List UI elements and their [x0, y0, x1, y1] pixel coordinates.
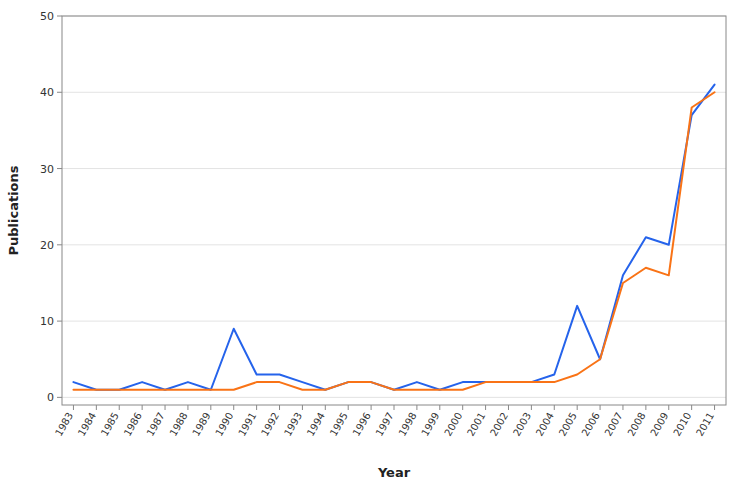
x-tick: [714, 405, 715, 410]
x-tick: [73, 405, 74, 410]
plot-background: [62, 16, 726, 405]
x-tick: [325, 405, 326, 410]
x-tick: [279, 405, 280, 410]
y-axis-label: Publications: [6, 165, 21, 255]
x-tick-label: 1993: [282, 411, 304, 439]
y-grid-line: [62, 397, 726, 398]
x-tick: [394, 405, 395, 410]
y-tick: [57, 321, 62, 322]
x-tick: [302, 405, 303, 410]
x-tick-label: 2001: [465, 411, 487, 439]
x-tick: [577, 405, 578, 410]
x-tick: [142, 405, 143, 410]
x-tick-label: 1994: [305, 411, 327, 439]
x-tick-label: 2006: [580, 411, 602, 439]
x-tick-label: 1998: [396, 411, 418, 439]
lines: [73, 85, 714, 390]
x-tick-label: 2008: [625, 411, 647, 439]
y-grid-line: [62, 321, 726, 322]
x-tick-label: 2011: [694, 411, 716, 439]
x-tick-label: 1990: [213, 411, 235, 439]
y-tick-label: 30: [40, 163, 54, 176]
series-line: [73, 92, 714, 389]
y-grid: [62, 16, 726, 397]
x-tick: [645, 405, 646, 410]
y-tick: [57, 397, 62, 398]
x-tick: [187, 405, 188, 410]
y-tick: [57, 16, 62, 17]
x-tick-label: 2007: [602, 411, 624, 439]
y-tick-label: 10: [40, 315, 54, 328]
x-tick: [96, 405, 97, 410]
x-tick: [416, 405, 417, 410]
x-tick: [256, 405, 257, 410]
x-tick-label: 2000: [442, 411, 464, 439]
x-tick-label: 2002: [488, 411, 510, 439]
x-tick-label: 1995: [328, 411, 350, 439]
x-tick-label: 1992: [259, 411, 281, 439]
x-tick-label: 1985: [99, 411, 121, 439]
x-tick: [348, 405, 349, 410]
x-tick-label: 1989: [190, 411, 212, 439]
x-tick: [165, 405, 166, 410]
y-tick-label: 40: [40, 86, 54, 99]
x-tick-label: 2009: [648, 411, 670, 439]
plot-frame: [62, 16, 726, 405]
x-tick-label: 1986: [122, 411, 144, 439]
series-line: [73, 85, 714, 390]
x-tick: [371, 405, 372, 410]
x-tick: [439, 405, 440, 410]
x-tick-label: 1987: [145, 411, 167, 439]
x-tick-label: 1988: [167, 411, 189, 439]
x-tick: [119, 405, 120, 410]
y-grid-line: [62, 168, 726, 169]
x-tick: [508, 405, 509, 410]
x-tick-label: 1996: [351, 411, 373, 439]
x-tick: [531, 405, 532, 410]
x-tick-label: 1983: [53, 411, 75, 439]
x-tick-label: 2004: [534, 411, 556, 439]
x-tick: [691, 405, 692, 410]
y-grid-line: [62, 92, 726, 93]
x-tick: [485, 405, 486, 410]
x-tick: [600, 405, 601, 410]
y-tick-label: 50: [40, 10, 54, 23]
x-tick: [668, 405, 669, 410]
x-tick-label: 1991: [236, 411, 258, 439]
x-tick-label: 2005: [557, 411, 579, 439]
x-tick: [622, 405, 623, 410]
y-tick-label: 20: [40, 239, 54, 252]
x-axis-label: Year: [377, 465, 411, 480]
x-tick-label: 2010: [671, 411, 693, 439]
x-tick-label: 1997: [373, 411, 395, 439]
y-tick: [57, 244, 62, 245]
chart: 0102030405019831984198519861987198819891…: [0, 0, 742, 487]
x-tick-label: 1999: [419, 411, 441, 439]
x-tick: [554, 405, 555, 410]
x-tick: [462, 405, 463, 410]
y-tick: [57, 92, 62, 93]
x-tick: [210, 405, 211, 410]
x-tick-label: 2003: [511, 411, 533, 439]
x-tick-label: 1984: [76, 411, 98, 439]
y-tick: [57, 168, 62, 169]
y-grid-line: [62, 244, 726, 245]
x-tick: [233, 405, 234, 410]
y-tick-label: 0: [47, 391, 54, 404]
